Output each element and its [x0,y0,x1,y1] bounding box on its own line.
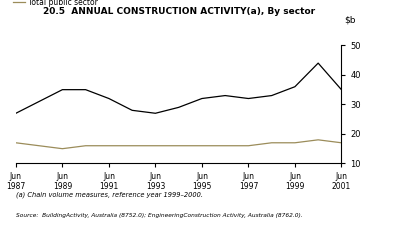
Total public sector [316,138,320,141]
Text: (a) Chain volume measures, reference year 1999–2000.: (a) Chain volume measures, reference yea… [16,192,203,198]
Text: Source:  BuildingActivity, Australia (8752.0); EngineeringConstruction Activity,: Source: BuildingActivity, Australia (875… [16,213,303,218]
Line: Total public sector: Total public sector [16,140,341,149]
Total public sector [176,144,181,147]
Total private sector [37,100,42,103]
Total private sector [293,85,297,88]
Total public sector [269,141,274,144]
Total public sector [106,144,111,147]
Total private sector [13,112,18,115]
Total private sector [60,88,65,91]
Total public sector [246,144,251,147]
Total public sector [153,144,158,147]
Total private sector [176,106,181,109]
Total public sector [223,144,227,147]
Total private sector [130,109,135,112]
Total private sector [223,94,227,97]
Total private sector [106,97,111,100]
Total private sector [200,97,204,100]
Total private sector [339,88,344,91]
Total public sector [13,141,18,144]
Total public sector [293,141,297,144]
Total private sector [153,112,158,115]
Total public sector [37,144,42,147]
Legend: Total private sector, Total public sector: Total private sector, Total public secto… [13,0,102,7]
Total public sector [60,147,65,150]
Total public sector [200,144,204,147]
Text: $b: $b [345,16,356,25]
Total private sector [316,62,320,64]
Total public sector [83,144,88,147]
Total private sector [246,97,251,100]
Line: Total private sector: Total private sector [16,63,341,113]
Total private sector [269,94,274,97]
Total private sector [83,88,88,91]
Text: 20.5  ANNUAL CONSTRUCTION ACTIVITY(a), By sector: 20.5 ANNUAL CONSTRUCTION ACTIVITY(a), By… [42,7,315,16]
Total public sector [339,141,344,144]
Total public sector [130,144,135,147]
